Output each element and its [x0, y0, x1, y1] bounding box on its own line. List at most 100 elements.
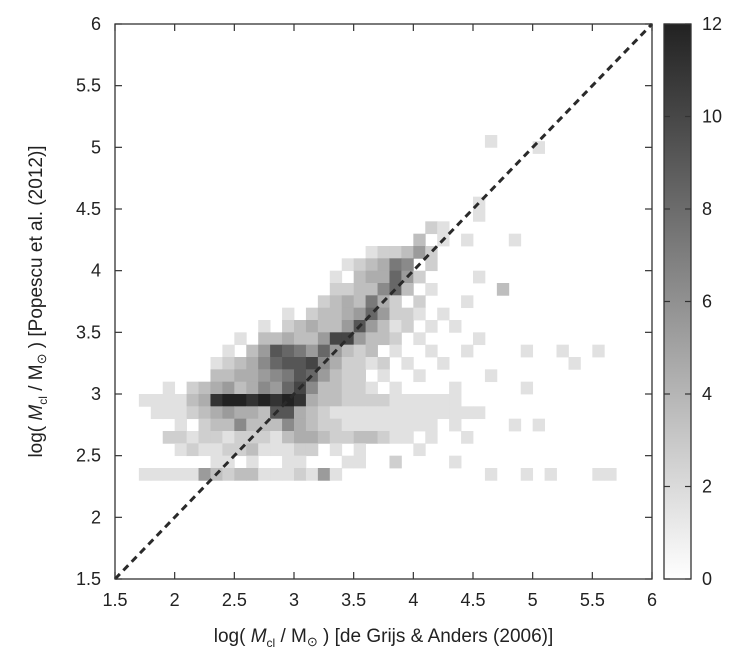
heatmap-cell [365, 381, 378, 395]
heatmap-cell [198, 431, 211, 444]
heatmap-cell [270, 431, 283, 444]
heatmap-cell [317, 418, 331, 432]
plot-frame [114, 23, 653, 580]
heatmap-cell [329, 406, 343, 420]
colorbar-tick-label: 6 [702, 292, 712, 312]
y-axis: 1.5 2 2.5 3 3.5 4 4.5 5 5.5 6 [76, 14, 652, 589]
y-tick-label: 2 [91, 507, 101, 527]
heatmap-cell [329, 270, 343, 284]
heatmap-cell [353, 332, 366, 346]
heatmap-cell [282, 307, 295, 321]
heatmap-cell [413, 406, 426, 420]
heatmap-cell [377, 332, 390, 346]
heatmap-cell [473, 332, 486, 346]
heatmap-cell [234, 369, 247, 383]
heatmap-cell [317, 369, 331, 383]
heatmap-cell [305, 431, 319, 444]
heatmap-cell [186, 394, 199, 407]
heatmap-cell [210, 418, 223, 432]
heatmap-cell [592, 344, 605, 358]
heatmap-cell [305, 320, 319, 333]
heatmap-cell [377, 357, 390, 370]
heatmap-cell [270, 369, 283, 383]
heatmap-cell [341, 320, 355, 333]
heatmap-cell [520, 344, 534, 358]
heatmap-cell [377, 369, 390, 383]
heatmap-cell [270, 357, 283, 370]
heatmap-cell [365, 270, 378, 284]
heatmap-cell [270, 332, 283, 346]
heatmap-cell [377, 394, 390, 407]
heatmap-cell [305, 332, 319, 346]
heatmap-cell [246, 381, 259, 395]
heatmap-cell [270, 344, 283, 358]
heatmap-cell [353, 295, 366, 309]
heatmap-cell [341, 258, 355, 272]
one-to-one-reference-line [113, 22, 654, 581]
heatmap-cell [425, 431, 438, 444]
colorbar-tick-label: 0 [702, 569, 712, 589]
heatmap-cell [270, 381, 283, 395]
heatmap-cell [305, 307, 319, 321]
x-tick-label: 2.5 [222, 590, 247, 610]
heatmap-cell [341, 394, 355, 407]
heatmap-cell [138, 468, 152, 481]
heatmap-cell [305, 443, 319, 457]
y-tick-label: 6 [91, 14, 101, 34]
heatmap-cell [389, 406, 402, 420]
heatmap-cell [377, 270, 390, 284]
heatmap-cell [401, 283, 414, 296]
heatmap-cell [234, 381, 247, 395]
heatmap-cell [377, 431, 390, 444]
heatmap-cell [282, 369, 295, 383]
heatmap-cell [305, 344, 319, 358]
heatmap-cell [592, 468, 605, 481]
heatmap-cell [174, 394, 187, 407]
heatmap-cell [341, 431, 355, 444]
heatmap-cell [234, 357, 247, 370]
heatmap-cell [389, 307, 402, 321]
heatmap-cell [353, 369, 366, 383]
heatmap-cell [401, 418, 414, 432]
heatmap-cell [425, 394, 438, 407]
colorbar-tick-label: 2 [702, 477, 712, 497]
heatmap-cell [437, 221, 450, 235]
heatmap-cell [234, 406, 247, 420]
heatmap-cell [258, 431, 271, 444]
heatmap-cell [258, 394, 271, 407]
heatmap-cell [294, 468, 307, 481]
heatmap-cell [294, 431, 307, 444]
heatmap-cell [317, 344, 331, 358]
heatmap-cell [401, 406, 414, 420]
heatmap-cell [425, 406, 438, 420]
heatmap-cell [294, 320, 307, 333]
heatmap-cell [401, 357, 414, 370]
heatmap-cell [365, 320, 378, 333]
heatmap-cell [222, 406, 235, 420]
heatmap-cell [317, 394, 331, 407]
heatmap-cell [401, 394, 414, 407]
heatmap-cell [174, 418, 187, 432]
heatmap-cell [305, 418, 319, 432]
heatmap-cell [246, 406, 259, 420]
heatmap-cell [365, 283, 378, 296]
heatmap-cell [258, 357, 271, 370]
heatmap-cell [282, 468, 295, 481]
heatmap-cell [317, 468, 331, 481]
heatmap-cell [389, 431, 402, 444]
heatmap-cell [377, 418, 390, 432]
heatmap-cell [317, 381, 331, 395]
heatmap-cell [258, 369, 271, 383]
heatmap-cell [353, 406, 366, 420]
heatmap-cell [246, 468, 259, 481]
heatmap-cell [329, 418, 343, 432]
heatmap-cell [389, 344, 402, 358]
heatmap-cell [270, 394, 283, 407]
heatmap-cell [329, 332, 343, 346]
heatmap-cell [174, 406, 187, 420]
heatmap-cell [425, 283, 438, 296]
heatmap-cell [365, 357, 378, 370]
heatmap-cell [198, 406, 211, 420]
colorbar-ticks: 0 2 4 6 8 10 12 [664, 14, 722, 589]
heatmap-cell [365, 246, 378, 259]
